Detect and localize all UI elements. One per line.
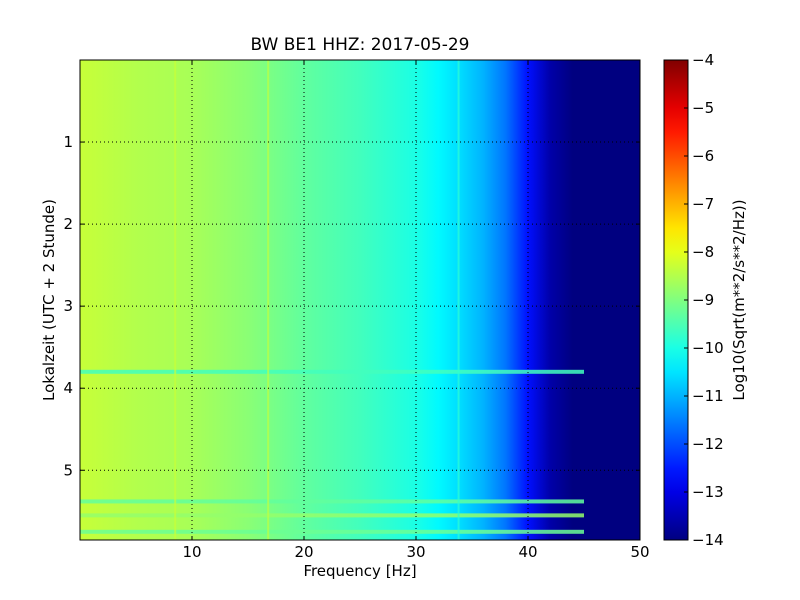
y-axis: 1 2 3 4 5 <box>63 133 640 479</box>
heatmap-bands <box>80 369 584 534</box>
colorbar-tick-label: −7 <box>692 195 714 213</box>
chart-title: BW BE1 HHZ: 2017-05-29 <box>250 35 470 55</box>
line-mark <box>267 60 270 540</box>
colorbar-tick-label: −10 <box>692 339 724 357</box>
heatmap-spectrum <box>80 60 640 540</box>
line-mark <box>457 60 460 540</box>
x-tick-label: 30 <box>406 543 425 561</box>
y-tick-label: 1 <box>63 133 73 151</box>
colorbar-tick-label: −9 <box>692 291 714 309</box>
x-tick-label: 20 <box>294 543 313 561</box>
x-tick-label: 50 <box>630 543 649 561</box>
grid-lines <box>80 60 640 540</box>
colorbar-tick-label: −11 <box>692 387 724 405</box>
colorbar-tick-label: −6 <box>692 147 714 165</box>
colorbar-tick-label: −8 <box>692 243 714 261</box>
y-tick-label: 2 <box>63 215 73 233</box>
x-tick-label: 40 <box>518 543 537 561</box>
spectrogram-heatmap <box>80 60 640 540</box>
line-mark <box>174 60 177 540</box>
x-axis-label: Frequency [Hz] <box>303 562 417 580</box>
band-mark <box>80 513 584 518</box>
y-tick-label: 4 <box>63 379 73 397</box>
band-mark <box>80 369 584 374</box>
colorbar-tick-label: −13 <box>692 483 724 501</box>
colorbar-tick-label: −12 <box>692 435 724 453</box>
y-tick-label: 3 <box>63 297 73 315</box>
band-mark <box>80 499 584 504</box>
colorbar-tick-label: −4 <box>692 51 714 69</box>
plot-frame <box>79 59 641 541</box>
colorbar-axis: −14 −13 −12 −11 −10 −9 −8 −7 −6 −5 −4 <box>684 51 724 549</box>
heatmap-lines <box>174 60 460 540</box>
y-tick-label: 5 <box>63 461 73 479</box>
band-mark <box>80 529 584 534</box>
x-axis: 10 20 30 40 50 <box>182 60 650 561</box>
x-tick-label: 10 <box>182 543 201 561</box>
colorbar-tick-label: −5 <box>692 99 714 117</box>
colorbar-tick-label: −14 <box>692 531 724 549</box>
